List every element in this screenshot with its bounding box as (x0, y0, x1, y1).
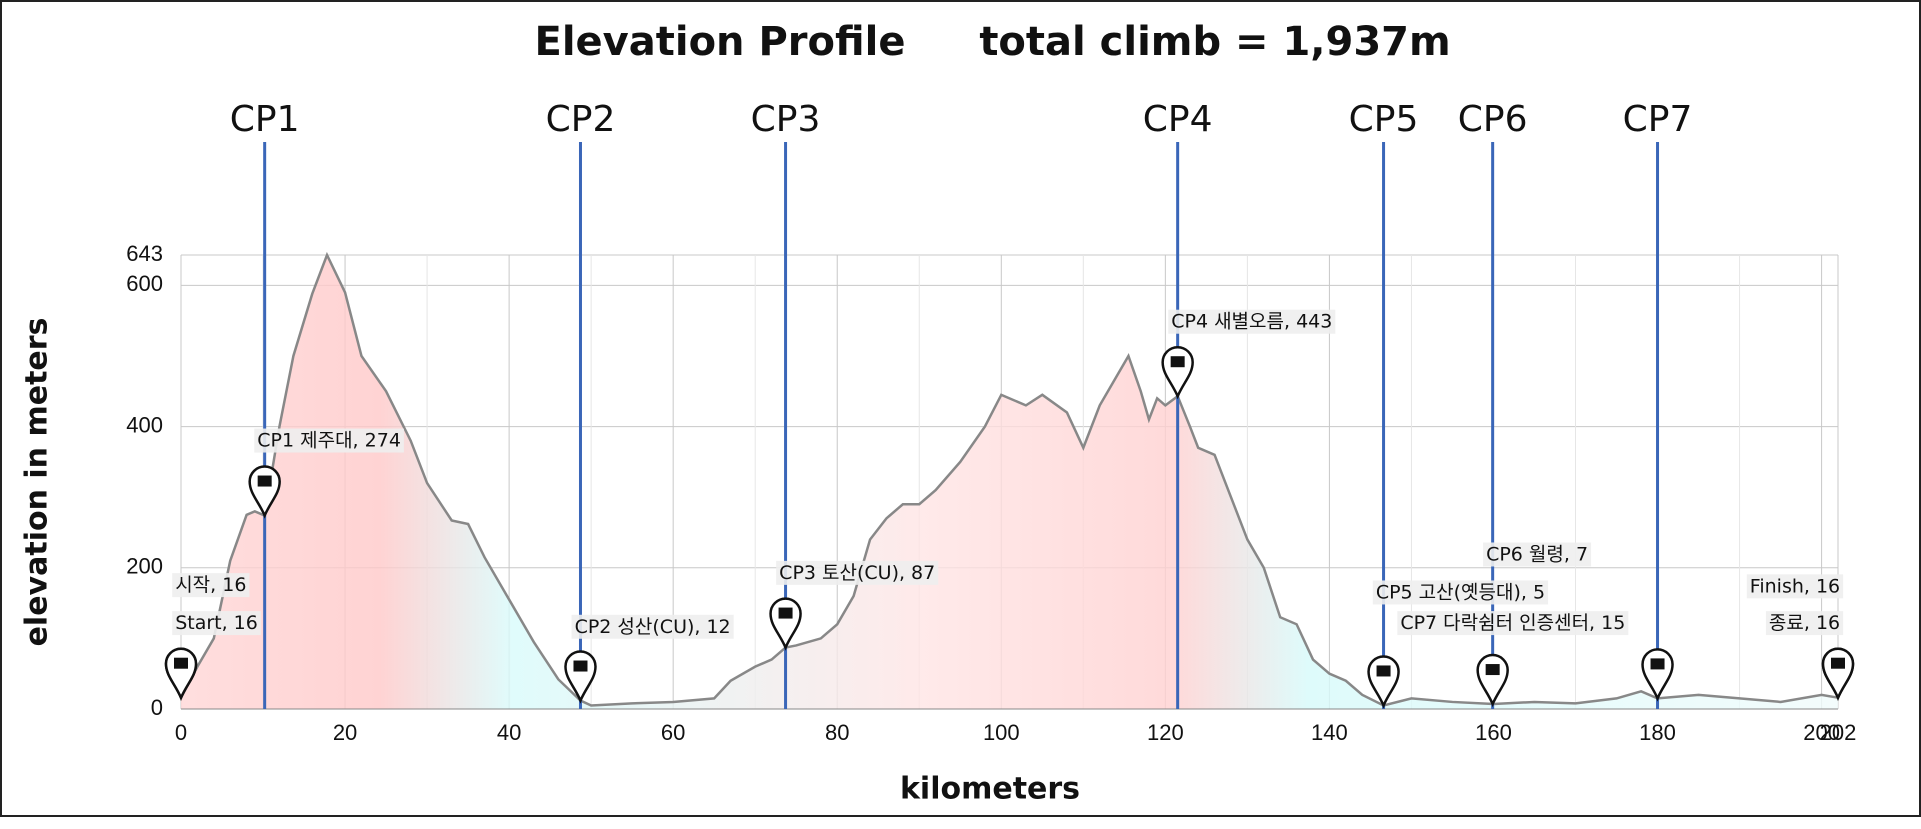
x-axis-label: kilometers (900, 772, 1080, 807)
waypoint-label-group: Finish, 16 (1746, 574, 1844, 599)
waypoint-label: Finish, 16 (1750, 575, 1840, 597)
pin-icon (257, 475, 272, 487)
pin-icon (1376, 665, 1391, 677)
x-tick-label: 80 (825, 720, 849, 745)
waypoint-pin (164, 647, 198, 701)
checkpoint-label: CP5 (1349, 99, 1419, 140)
pin-icon (1650, 658, 1665, 670)
x-tick-label: 60 (661, 720, 685, 745)
waypoint-pin (1821, 647, 1855, 701)
waypoint-pin (1161, 346, 1194, 400)
label-bg (1765, 611, 1844, 636)
pin-icon (174, 657, 188, 669)
y-tick-label: 400 (126, 412, 163, 437)
waypoint-label-group: Start, 16 (172, 611, 261, 636)
waypoint-pin (769, 597, 802, 651)
waypoint-label: CP6 월령, 7 (1486, 543, 1588, 565)
waypoint-label: 종료, 16 (1769, 612, 1840, 634)
checkpoint-label: CP2 (546, 99, 616, 140)
waypoint-label: 시작, 16 (175, 574, 246, 596)
waypoint-label-group: CP7 다락쉼터 인증센터, 15 (1397, 611, 1629, 636)
pin-icon (1831, 657, 1845, 669)
checkpoint-label: CP4 (1143, 99, 1213, 140)
x-tick-label: 120 (1147, 720, 1184, 745)
y-tick-label: 0 (151, 695, 163, 720)
x-tick-label: 202 (1820, 720, 1857, 745)
pin-icon (573, 660, 588, 672)
waypoint-label-group: CP2 성산(CU), 12 (571, 614, 734, 639)
checkpoint-label: CP7 (1623, 99, 1693, 140)
elevation-line (179, 251, 1839, 707)
label-bg (172, 611, 261, 636)
waypoint-pin (1367, 655, 1400, 709)
chart-subtitle: total climb = 1,937m (979, 19, 1450, 65)
label-bg (1168, 309, 1336, 334)
waypoint-label-group: CP4 새별오름, 443 (1168, 309, 1336, 334)
checkpoint-label: CP3 (751, 99, 821, 140)
label-bg (172, 573, 250, 598)
pin-icon (1170, 356, 1185, 368)
y-tick-label: 600 (126, 271, 163, 296)
label-bg (1483, 542, 1592, 567)
waypoint-label: CP2 성산(CU), 12 (575, 616, 731, 638)
waypoint-pin (564, 650, 597, 704)
x-tick-label: 180 (1639, 720, 1676, 745)
area-fill (181, 255, 1838, 709)
waypoint-label: CP3 토산(CU), 87 (779, 562, 935, 584)
x-tick-label: 0 (175, 720, 187, 745)
waypoint-label-group: CP3 토산(CU), 87 (776, 560, 939, 585)
label-bg (571, 614, 734, 639)
y-axis-label: elevation in meters (20, 318, 55, 647)
x-tick-label: 20 (333, 720, 357, 745)
x-tick-label: 200 (1803, 720, 1840, 745)
waypoint-pin (1476, 653, 1509, 708)
waypoint-label-group: CP1 제주대, 274 (254, 428, 404, 453)
waypoint-label: CP1 제주대, 274 (257, 430, 401, 452)
x-tick-label: 160 (1475, 720, 1512, 745)
checkpoint-label: CP6 (1458, 99, 1528, 140)
waypoint-pin (248, 465, 281, 519)
label-bg (1746, 574, 1844, 599)
waypoint-label-group: 종료, 16 (1765, 611, 1844, 636)
waypoint-label: CP5 고산(옛등대), 5 (1376, 581, 1545, 603)
waypoint-label: Start, 16 (175, 612, 258, 634)
x-tick-label: 140 (1311, 720, 1348, 745)
label-bg (1372, 580, 1549, 605)
waypoint-label: CP7 다락쉼터 인증센터, 15 (1400, 612, 1625, 634)
label-bg (1397, 611, 1629, 636)
waypoint-label: CP4 새별오름, 443 (1171, 311, 1332, 333)
chart-title: Elevation Profile (535, 19, 906, 65)
label-bg (254, 428, 404, 453)
pin-icon (778, 607, 793, 619)
waypoint-label-group: 시작, 16 (172, 573, 250, 598)
y-tick-label: 200 (126, 554, 163, 579)
x-tick-label: 40 (497, 720, 521, 745)
x-tick-label: 100 (983, 720, 1020, 745)
y-tick-label: 643 (126, 241, 163, 266)
pin-icon (1485, 664, 1500, 676)
waypoint-label-group: CP6 월령, 7 (1483, 542, 1592, 567)
label-bg (776, 560, 939, 585)
waypoint-pin (1641, 648, 1674, 702)
waypoint-label-group: CP5 고산(옛등대), 5 (1372, 580, 1549, 605)
checkpoint-label: CP1 (230, 99, 300, 140)
